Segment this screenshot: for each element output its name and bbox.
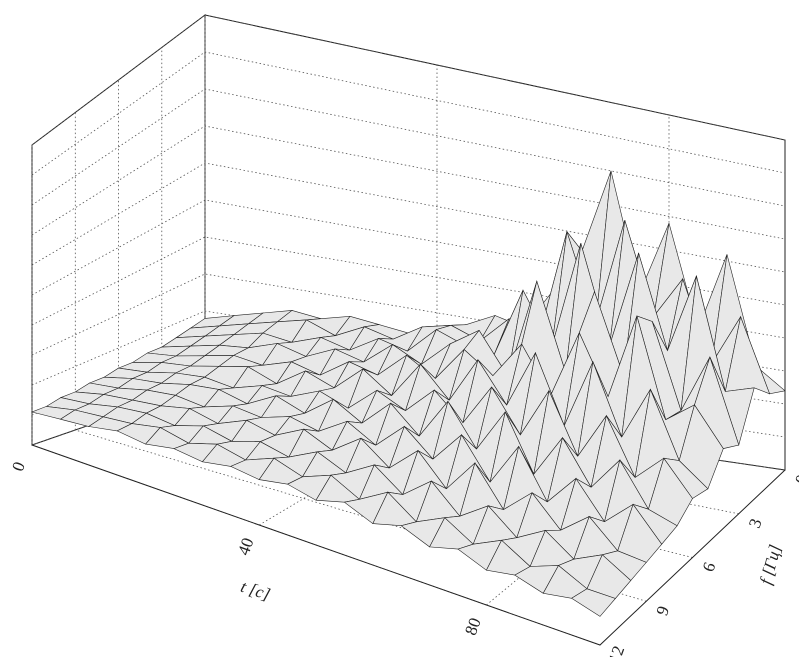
grid-line bbox=[74, 112, 647, 602]
grid-line bbox=[204, 15, 786, 471]
y-tick-label: 12 bbox=[605, 643, 629, 657]
y-tick-label: 3 bbox=[745, 516, 766, 530]
grid-line bbox=[31, 88, 786, 207]
y-axis-label: f [Гц] bbox=[756, 543, 785, 587]
y-tick-label: 6 bbox=[699, 560, 720, 574]
y-tick-label: 9 bbox=[652, 603, 673, 617]
surface-cell bbox=[571, 588, 616, 617]
grid-line bbox=[31, 51, 786, 176]
grid-line bbox=[31, 125, 786, 240]
grid-line bbox=[31, 236, 786, 339]
axis-line bbox=[31, 444, 786, 646]
x-tick-label: 80 bbox=[461, 615, 485, 637]
y-tick-label: 0 bbox=[791, 472, 799, 486]
x-axis-label: t [c] bbox=[238, 577, 272, 604]
grid-line bbox=[31, 14, 786, 146]
x-tick-label: 0 bbox=[8, 459, 29, 473]
x-tick-label: 40 bbox=[234, 535, 258, 557]
